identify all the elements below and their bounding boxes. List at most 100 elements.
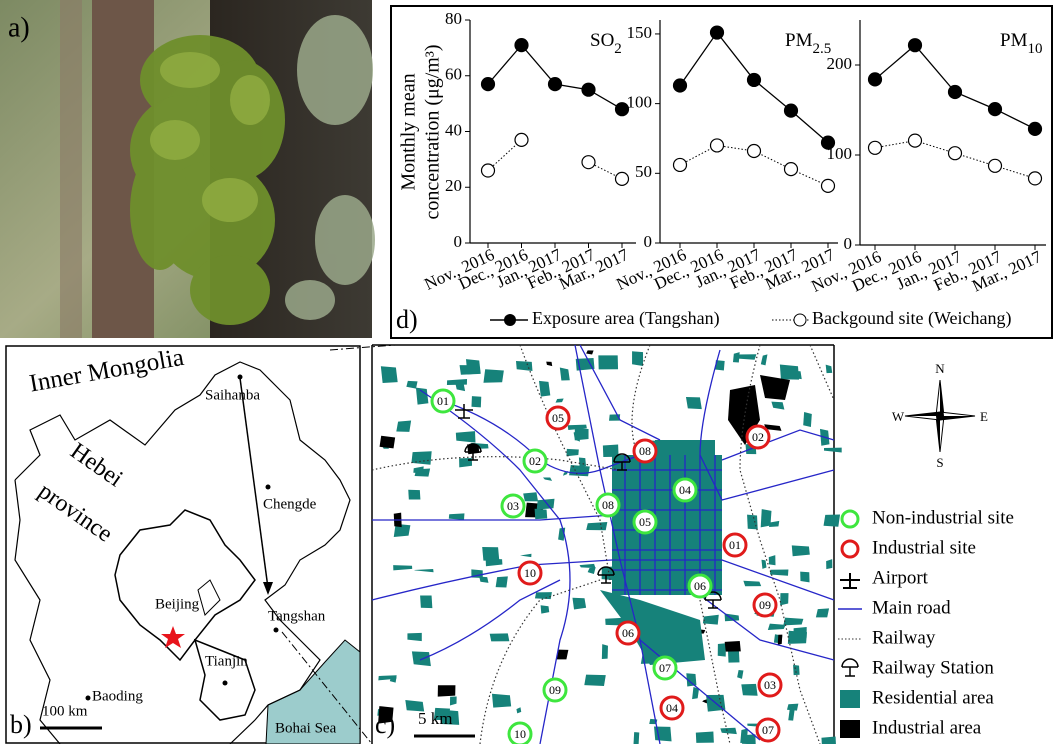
residential-area bbox=[588, 567, 596, 574]
compass-label: S bbox=[936, 455, 943, 470]
residential-area bbox=[821, 737, 836, 744]
data-point bbox=[515, 133, 528, 146]
legend-marker bbox=[504, 314, 516, 326]
site-label: 08 bbox=[602, 498, 614, 512]
y-tick-label: 0 bbox=[844, 234, 853, 253]
residential-area bbox=[496, 576, 508, 587]
compass: N S E W bbox=[892, 361, 988, 470]
panel-label: a) bbox=[8, 12, 30, 43]
residential-area bbox=[482, 547, 499, 561]
data-point bbox=[1029, 122, 1042, 135]
residential-area bbox=[572, 598, 586, 610]
data-point bbox=[989, 103, 1002, 116]
data-point bbox=[869, 73, 882, 86]
residential-area bbox=[792, 545, 810, 556]
residential-area bbox=[761, 560, 766, 569]
residential-area bbox=[632, 351, 643, 366]
chart-title-sub: 10 bbox=[1027, 41, 1042, 57]
figure: a) d) Monthly mean concentration (μg/m³)… bbox=[0, 0, 1054, 744]
residential-area bbox=[411, 451, 431, 464]
residential-area bbox=[718, 643, 726, 656]
residential-area bbox=[407, 633, 421, 641]
chart-title: SO2 bbox=[590, 30, 622, 57]
site-label: 07 bbox=[659, 661, 671, 675]
residential-area bbox=[543, 477, 552, 480]
map-label: Saihanba bbox=[205, 387, 260, 403]
legend-label: Industrial site bbox=[872, 537, 976, 558]
data-point bbox=[482, 78, 495, 91]
data-point bbox=[515, 39, 528, 52]
site-label: 10 bbox=[524, 566, 536, 580]
data-point bbox=[949, 86, 962, 99]
series-line bbox=[488, 140, 622, 179]
industrial-area bbox=[438, 685, 456, 696]
data-point bbox=[989, 159, 1002, 172]
scale-label: 5 km bbox=[418, 709, 452, 728]
residential-area bbox=[566, 449, 578, 456]
industrial-area bbox=[586, 350, 593, 354]
chart-title-main: PM bbox=[785, 30, 813, 51]
residential-area bbox=[381, 366, 398, 383]
site-label: 06 bbox=[622, 626, 634, 640]
residential-area bbox=[413, 466, 423, 473]
residential-area bbox=[771, 402, 784, 410]
residential-area bbox=[450, 696, 457, 705]
data-point bbox=[711, 26, 724, 39]
map-c: 0102030405060708091001020304050607080910… bbox=[372, 345, 842, 744]
chart-title-sub: 2 bbox=[614, 41, 622, 57]
site-label: 03 bbox=[507, 499, 519, 513]
site-label: 05 bbox=[639, 515, 651, 529]
industrial-area bbox=[778, 635, 783, 645]
photo: a) bbox=[0, 0, 375, 338]
site-label: 06 bbox=[694, 579, 706, 593]
legend-label: Railway Station bbox=[872, 657, 994, 678]
residential-area bbox=[800, 572, 809, 583]
residential-area bbox=[414, 569, 433, 572]
legend-label: Industrial area bbox=[872, 717, 982, 738]
site-label: 05 bbox=[552, 411, 564, 425]
residential-area bbox=[460, 365, 481, 375]
residential-area bbox=[569, 465, 590, 476]
data-point bbox=[909, 134, 922, 147]
residential-area bbox=[471, 396, 481, 407]
map-label: Tangshan bbox=[268, 608, 326, 624]
data-point bbox=[674, 158, 687, 171]
legend-label: Railway bbox=[872, 627, 936, 648]
y-tick-label: 150 bbox=[627, 23, 653, 42]
residential-area bbox=[523, 492, 538, 501]
residential-area bbox=[826, 559, 832, 569]
y-tick-label: 40 bbox=[445, 120, 462, 139]
legend-label: Residential area bbox=[872, 687, 994, 708]
compass-label: N bbox=[935, 361, 945, 376]
data-point bbox=[748, 145, 761, 158]
residential-area bbox=[794, 627, 807, 638]
residential-area bbox=[769, 555, 776, 565]
industrial-area bbox=[380, 436, 396, 449]
map-b: Inner Mongolia Hebei province Saihanba C… bbox=[6, 344, 395, 744]
map-label: Tianjin bbox=[205, 653, 248, 669]
residential-area bbox=[420, 595, 432, 608]
chart-title: PM10 bbox=[1000, 30, 1042, 57]
site-label: 10 bbox=[514, 727, 526, 741]
residential-area bbox=[539, 381, 550, 397]
site-label: 02 bbox=[752, 430, 764, 444]
y-tick-label: 0 bbox=[454, 232, 463, 251]
residential-area bbox=[492, 694, 511, 708]
legend-label: Exposure area (Tangshan) bbox=[532, 308, 720, 329]
residential-area bbox=[584, 675, 605, 686]
y-tick-label: 200 bbox=[827, 54, 853, 73]
site-label: 01 bbox=[437, 394, 449, 408]
residential-area bbox=[686, 397, 702, 409]
industrial-area bbox=[725, 641, 741, 652]
residential-area bbox=[586, 522, 607, 530]
data-point bbox=[1029, 172, 1042, 185]
residential-area bbox=[747, 515, 758, 530]
map-label: Chengde bbox=[263, 496, 317, 512]
data-point bbox=[582, 156, 595, 169]
y-tick-label: 20 bbox=[445, 176, 462, 195]
data-point bbox=[785, 163, 798, 176]
industrial-area bbox=[546, 362, 552, 367]
map-label: Baoding bbox=[92, 688, 143, 704]
residential-area bbox=[793, 665, 800, 675]
residential-area bbox=[824, 514, 841, 526]
